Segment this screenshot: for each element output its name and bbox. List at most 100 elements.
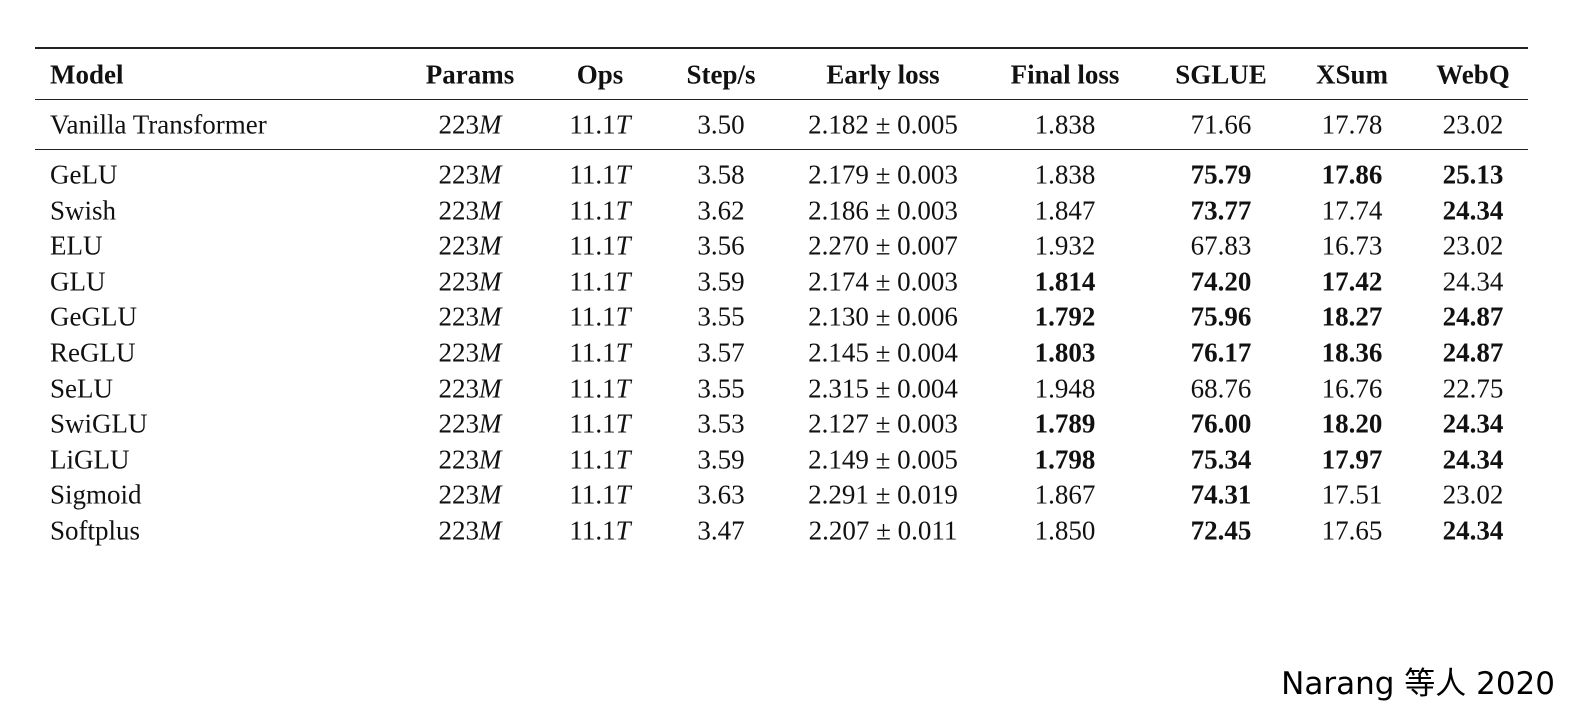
table-cell: 3.57 bbox=[697, 337, 745, 368]
column-header: XSum bbox=[1315, 59, 1389, 90]
table-cell: 223M bbox=[438, 337, 502, 368]
table-cell: 223M bbox=[438, 479, 502, 510]
table-cell: 22.75 bbox=[1442, 373, 1504, 404]
table-cell: 75.79 bbox=[1190, 159, 1252, 190]
table-cell: 1.867 bbox=[1034, 479, 1096, 510]
table-cell: 11.1T bbox=[569, 109, 631, 140]
table-cell: 17.74 bbox=[1321, 195, 1383, 226]
column-header: Final loss bbox=[1010, 59, 1120, 90]
table-cell: 24.34 bbox=[1442, 266, 1504, 297]
table-cell: 223M bbox=[438, 301, 502, 332]
table-cell: 24.87 bbox=[1442, 301, 1504, 332]
table-cell: 3.53 bbox=[697, 408, 745, 439]
table-cell: 3.59 bbox=[697, 266, 745, 297]
table-cell: 223M bbox=[438, 373, 502, 404]
table-cell: 68.76 bbox=[1190, 373, 1252, 404]
table-cell: 17.65 bbox=[1321, 515, 1383, 546]
table-cell: 11.1T bbox=[569, 230, 631, 261]
table-cell: 17.86 bbox=[1321, 159, 1383, 190]
row-label: LiGLU bbox=[50, 444, 130, 475]
top-rule bbox=[35, 47, 1528, 49]
table-cell: 18.20 bbox=[1321, 408, 1383, 439]
table-cell: 24.34 bbox=[1442, 444, 1504, 475]
table-cell: 2.207 ± 0.011 bbox=[808, 515, 958, 546]
table-cell: 3.56 bbox=[697, 230, 745, 261]
table-cell: 11.1T bbox=[569, 195, 631, 226]
row-label: Softplus bbox=[50, 515, 141, 546]
table-cell: 2.145 ± 0.004 bbox=[808, 337, 958, 368]
column-header: Early loss bbox=[826, 59, 940, 90]
table-cell: 71.66 bbox=[1190, 109, 1252, 140]
row-label: SeLU bbox=[50, 373, 113, 404]
table-cell: 67.83 bbox=[1190, 230, 1252, 261]
table-cell: 75.34 bbox=[1190, 444, 1252, 475]
column-header: Ops bbox=[576, 59, 624, 90]
table-cell: 3.50 bbox=[697, 109, 745, 140]
table-cell: 223M bbox=[438, 515, 502, 546]
table-cell: 2.270 ± 0.007 bbox=[808, 230, 958, 261]
table-cell: 18.36 bbox=[1321, 337, 1383, 368]
table-cell: 17.51 bbox=[1321, 479, 1383, 510]
table-cell: 23.02 bbox=[1442, 230, 1504, 261]
row-label: Swish bbox=[50, 195, 117, 226]
table-cell: 11.1T bbox=[569, 479, 631, 510]
table-cell: 2.315 ± 0.004 bbox=[808, 373, 958, 404]
table-cell: 1.798 bbox=[1034, 444, 1096, 475]
column-header: Step/s bbox=[686, 59, 756, 90]
table-cell: 1.789 bbox=[1034, 408, 1096, 439]
table-cell: 74.31 bbox=[1190, 479, 1252, 510]
table-cell: 18.27 bbox=[1321, 301, 1383, 332]
header-rule bbox=[35, 99, 1528, 100]
table-cell: 2.174 ± 0.003 bbox=[808, 266, 958, 297]
table-cell: 3.55 bbox=[697, 301, 745, 332]
table-cell: 17.97 bbox=[1321, 444, 1383, 475]
table-cell: 223M bbox=[438, 159, 502, 190]
table-cell: 11.1T bbox=[569, 159, 631, 190]
table-cell: 2.186 ± 0.003 bbox=[808, 195, 958, 226]
table-cell: 23.02 bbox=[1442, 109, 1504, 140]
column-header: WebQ bbox=[1436, 59, 1510, 90]
table-cell: 2.182 ± 0.005 bbox=[808, 109, 958, 140]
table-cell: 223M bbox=[438, 266, 502, 297]
column-header: Model bbox=[50, 59, 124, 90]
table-cell: 223M bbox=[438, 230, 502, 261]
table-cell: 1.803 bbox=[1034, 337, 1096, 368]
row-label: SwiGLU bbox=[50, 408, 148, 439]
row-label: GLU bbox=[50, 266, 106, 297]
table-cell: 11.1T bbox=[569, 373, 631, 404]
table-cell: 11.1T bbox=[569, 515, 631, 546]
table-cell: 2.291 ± 0.019 bbox=[808, 479, 958, 510]
table-cell: 223M bbox=[438, 408, 502, 439]
table-cell: 223M bbox=[438, 109, 502, 140]
table-cell: 2.130 ± 0.006 bbox=[808, 301, 958, 332]
table-cell: 3.62 bbox=[697, 195, 745, 226]
table-cell: 73.77 bbox=[1190, 195, 1252, 226]
table-cell: 223M bbox=[438, 444, 502, 475]
table-cell: 3.55 bbox=[697, 373, 745, 404]
table-cell: 75.96 bbox=[1190, 301, 1252, 332]
table-cell: 1.932 bbox=[1034, 230, 1096, 261]
table-cell: 3.59 bbox=[697, 444, 745, 475]
table-cell: 17.78 bbox=[1321, 109, 1383, 140]
table-cell: 3.47 bbox=[697, 515, 745, 546]
column-header: Params bbox=[425, 59, 515, 90]
table-cell: 11.1T bbox=[569, 408, 631, 439]
table-cell: 1.838 bbox=[1034, 159, 1096, 190]
table-cell: 23.02 bbox=[1442, 479, 1504, 510]
table-cell: 2.149 ± 0.005 bbox=[808, 444, 958, 475]
table-cell: 11.1T bbox=[569, 444, 631, 475]
row-label: ELU bbox=[50, 230, 103, 261]
table-cell: 11.1T bbox=[569, 337, 631, 368]
table-cell: 2.179 ± 0.003 bbox=[808, 159, 958, 190]
table-cell: 1.792 bbox=[1034, 301, 1096, 332]
table-cell: 24.34 bbox=[1442, 195, 1504, 226]
table-cell: 16.73 bbox=[1321, 230, 1383, 261]
table-cell: 25.13 bbox=[1442, 159, 1504, 190]
table-cell: 76.17 bbox=[1190, 337, 1252, 368]
group-rule bbox=[35, 149, 1528, 150]
row-label: Sigmoid bbox=[50, 479, 142, 510]
table-cell: 1.850 bbox=[1034, 515, 1096, 546]
row-label: GeGLU bbox=[50, 301, 137, 332]
table-cell: 76.00 bbox=[1190, 408, 1252, 439]
table-cell: 3.63 bbox=[697, 479, 745, 510]
